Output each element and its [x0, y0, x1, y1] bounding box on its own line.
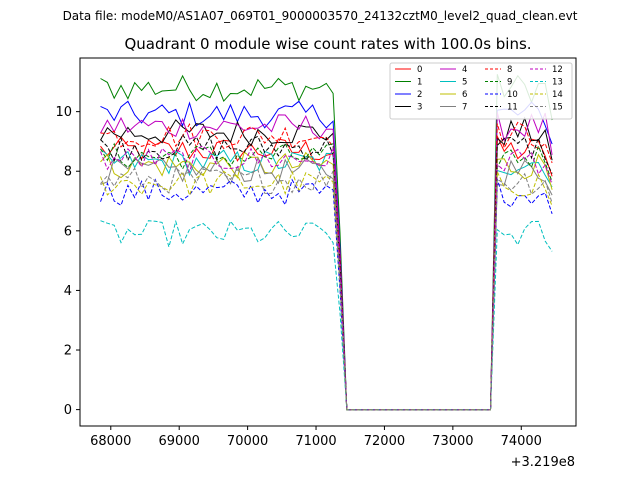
series-group: [100, 74, 553, 411]
series-line-9: [100, 142, 553, 411]
series-line-1: [100, 74, 553, 411]
series-line-11: [100, 133, 553, 411]
y-tick-label: 8: [64, 165, 72, 180]
series-line-2: [100, 100, 553, 411]
legend-label: 10: [507, 90, 518, 100]
y-tick-label: 0: [64, 403, 72, 418]
x-tick-label: 74000: [501, 434, 542, 449]
plot-frame: [79, 57, 577, 427]
legend-label: 6: [462, 90, 467, 100]
series-line-14: [100, 170, 553, 411]
legend-label: 1: [417, 78, 422, 88]
x-tick-label: 70000: [227, 434, 268, 449]
y-tick-label: 4: [64, 284, 72, 299]
x-tick-label: 73000: [432, 434, 473, 449]
legend-label: 11: [507, 103, 518, 113]
legend-box: [389, 62, 573, 120]
series-line-6: [100, 151, 553, 411]
legend-label: 15: [552, 103, 563, 113]
series-line-8: [100, 121, 553, 411]
x-tick-label: 72000: [364, 434, 405, 449]
legend-label: 8: [507, 65, 512, 75]
legend-label: 9: [507, 78, 512, 88]
series-line-10: [100, 178, 553, 411]
series-line-7: [100, 156, 553, 411]
chart-title: Quadrant 0 module wise count rates with …: [124, 35, 531, 53]
legend-label: 2: [417, 90, 422, 100]
legend-label: 12: [552, 65, 563, 75]
series-line-3: [100, 116, 553, 411]
y-tick-label: 10: [55, 105, 72, 120]
legend-label: 7: [462, 103, 467, 113]
y-tick-label: 2: [64, 344, 72, 359]
series-line-0: [100, 136, 553, 411]
suptitle: Data file: modeM0/AS1A07_069T01_90000035…: [63, 9, 578, 23]
legend-label: 5: [462, 78, 467, 88]
series-line-15: [100, 166, 553, 411]
legend-label: 3: [417, 103, 422, 113]
series-line-13: [100, 219, 553, 411]
x-tick-label: 69000: [159, 434, 200, 449]
legend-label: 13: [552, 78, 563, 88]
legend-label: 0: [417, 65, 422, 75]
x-tick-label: 71000: [295, 434, 336, 449]
x-offset-label: +3.219e8: [511, 455, 575, 470]
ticks-group: 68000 69000 70000 71000 72000 73000 74000 0 2 4 6 8…: [55, 105, 541, 449]
legend-label: 14: [552, 90, 563, 100]
legend-label: 4: [462, 65, 467, 75]
series-line-12: [100, 145, 553, 411]
x-tick-label: 68000: [90, 434, 131, 449]
series-line-5: [100, 148, 553, 411]
y-tick-label: 6: [64, 224, 72, 239]
